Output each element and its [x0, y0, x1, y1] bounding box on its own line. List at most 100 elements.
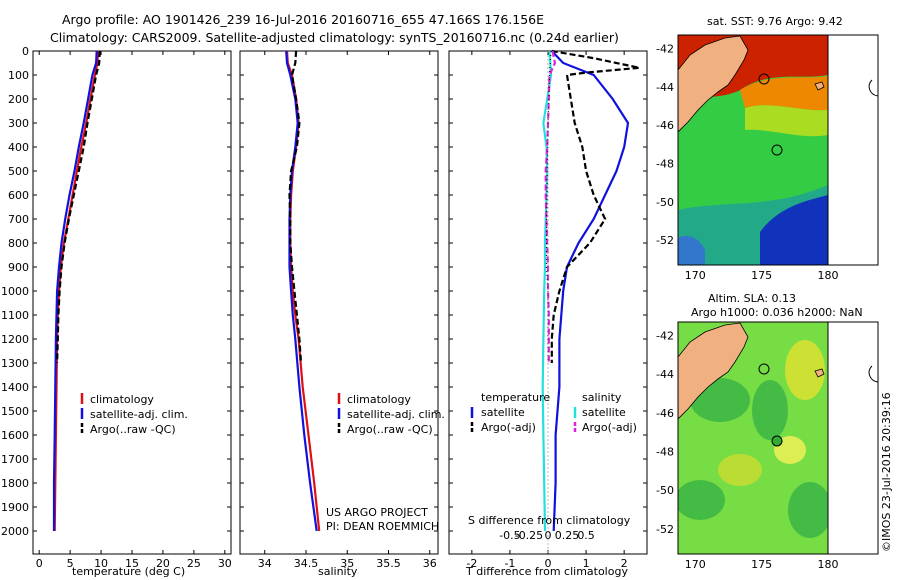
sst-map-title: sat. SST: 9.76 Argo: 9.42: [707, 15, 843, 28]
legend-label-argo: Argo(..raw -QC): [90, 423, 176, 436]
difference-top-scale-label: -0.5: [499, 529, 520, 542]
difference-series-t-satellite: [551, 50, 630, 532]
depth-tick-label: 400: [8, 141, 29, 154]
sla-map-ytick-label: -44: [656, 368, 674, 381]
difference-series-s-satellite: [541, 50, 553, 532]
depth-tick-label: 1900: [1, 501, 29, 514]
salinity-series-argo-raw-qc-: [288, 50, 303, 364]
sst-orange-region: [740, 76, 828, 111]
difference-xtick-label: 1: [583, 557, 590, 570]
depth-tick-label: 2000: [1, 525, 29, 538]
sst-map-legend-box: [827, 34, 879, 266]
legend-label-satellite: satellite-adj. clim.: [347, 408, 445, 421]
sst-map: [678, 35, 828, 265]
pi-credit: PI: DEAN ROEMMICH: [326, 520, 439, 533]
salinity-xtick-label: 34: [258, 557, 272, 570]
argo-profile-marker: [771, 144, 783, 156]
figure-title-line1: Argo profile: AO 1901426_239 16-Jul-2016…: [62, 12, 544, 27]
temperature-series-climatology: [53, 50, 100, 532]
difference-top-scale-label: 0.5: [577, 529, 595, 542]
argo-float-marker: [758, 363, 770, 375]
depth-tick-label: 1400: [1, 381, 29, 394]
sst-map-ytick-label: -44: [656, 81, 674, 94]
legend-label-t-satellite: satellite: [481, 406, 525, 419]
sla-map-xtick-label: 180: [818, 558, 839, 571]
sst-map-xtick-label: 175: [751, 269, 772, 282]
sst-map-ytick-label: -48: [656, 157, 674, 170]
sst-map-ytick-label: -52: [656, 234, 674, 247]
salinity-xtick-label: 36: [423, 557, 437, 570]
depth-tick-label: 1000: [1, 285, 29, 298]
sla-map-xtick-label: 175: [751, 558, 772, 571]
legend-title-temperature: temperature: [481, 391, 550, 404]
depth-tick-label: 1700: [1, 453, 29, 466]
depth-tick-label: 1800: [1, 477, 29, 490]
temperature-xlabel: temperature (deg C): [72, 565, 185, 578]
difference-xlabel-top: S difference from climatology: [468, 514, 631, 527]
sla-map-title-line1: Altim. SLA: 0.13: [708, 292, 796, 305]
sla-map-ytick-label: -46: [656, 407, 674, 420]
depth-tick-label: 100: [8, 69, 29, 82]
depth-tick-label: 900: [8, 261, 29, 274]
difference-legend: temperature salinity satellite Argo(-adj…: [470, 391, 637, 434]
sst-map-ytick-label: -42: [656, 42, 674, 55]
sla-high-region: [785, 340, 825, 400]
depth-tick-label: 500: [8, 165, 29, 178]
temperature-xtick-label: 10: [94, 557, 108, 570]
salinity-legend: climatology satellite-adj. clim. Argo(..…: [337, 393, 445, 436]
depth-tick-label: 1300: [1, 357, 29, 370]
sla-low-region: [788, 482, 828, 538]
difference-series-t-argo-adj-: [550, 49, 640, 363]
temperature-xtick-label: 20: [156, 557, 170, 570]
sla-low-region: [752, 380, 788, 440]
temperature-legend: climatology satellite-adj. clim. Argo(..…: [80, 393, 188, 436]
sla-map-ytick-label: -48: [656, 446, 674, 459]
sla-map-title-line2: Argo h1000: 0.036 h2000: NaN: [691, 306, 863, 319]
difference-top-scale-label: 0.25: [555, 529, 580, 542]
temperature-xtick-label: 0: [36, 557, 43, 570]
land-mass: [678, 35, 749, 133]
sst-yellow-region: [745, 105, 828, 137]
legend-title-salinity: salinity: [582, 391, 622, 404]
temperature-series-satellite-adj-clim-: [52, 50, 98, 531]
difference-xtick-label: -2: [466, 557, 477, 570]
depth-tick-label: 600: [8, 189, 29, 202]
difference-xtick-label: -1: [504, 557, 515, 570]
figure-title-line2: Climatology: CARS2009. Satellite-adjuste…: [50, 30, 619, 45]
legend-label-t-argo: Argo(-adj): [481, 421, 536, 434]
depth-tick-label: 700: [8, 213, 29, 226]
depth-tick-label: 1500: [1, 405, 29, 418]
temperature-xtick-label: 30: [218, 557, 232, 570]
sla-low-region: [678, 480, 725, 520]
land-mass: [814, 81, 825, 91]
legend-label-satellite: satellite-adj. clim.: [90, 408, 188, 421]
depth-tick-label: 0: [22, 45, 29, 58]
legend-label-climatology: climatology: [347, 393, 411, 406]
land-mass: [814, 368, 825, 378]
sla-map-ytick-label: -52: [656, 523, 674, 536]
argo-float-marker: [758, 73, 770, 85]
sla-map-ytick-label: -50: [656, 484, 674, 497]
sst-map-xtick-label: 180: [818, 269, 839, 282]
difference-xlabel-bottom: T difference from climatology: [465, 565, 628, 578]
salinity-panel-frame: [239, 50, 439, 555]
difference-xtick-label: 0: [545, 557, 552, 570]
legend-label-s-argo: Argo(-adj): [582, 421, 637, 434]
salinity-xlabel: salinity: [318, 565, 358, 578]
legend-label-climatology: climatology: [90, 393, 154, 406]
temperature-panel-frame: [32, 50, 232, 555]
salinity-xtick-label: 35.5: [376, 557, 401, 570]
depth-tick-label: 1100: [1, 309, 29, 322]
sst-map-ytick-label: -46: [656, 119, 674, 132]
sst-map-ytick-label: -50: [656, 196, 674, 209]
sla-map-legend-box: [827, 321, 879, 555]
difference-xtick-label: 2: [621, 557, 628, 570]
sst-map-xtick-label: 170: [685, 269, 706, 282]
depth-tick-label: 800: [8, 237, 29, 250]
depth-tick-label: 1600: [1, 429, 29, 442]
land-mass: [678, 322, 749, 420]
coastline-fragment: [868, 365, 879, 383]
project-credit: US ARGO PROJECT: [326, 506, 428, 519]
sla-map-xtick-label: 170: [685, 558, 706, 571]
